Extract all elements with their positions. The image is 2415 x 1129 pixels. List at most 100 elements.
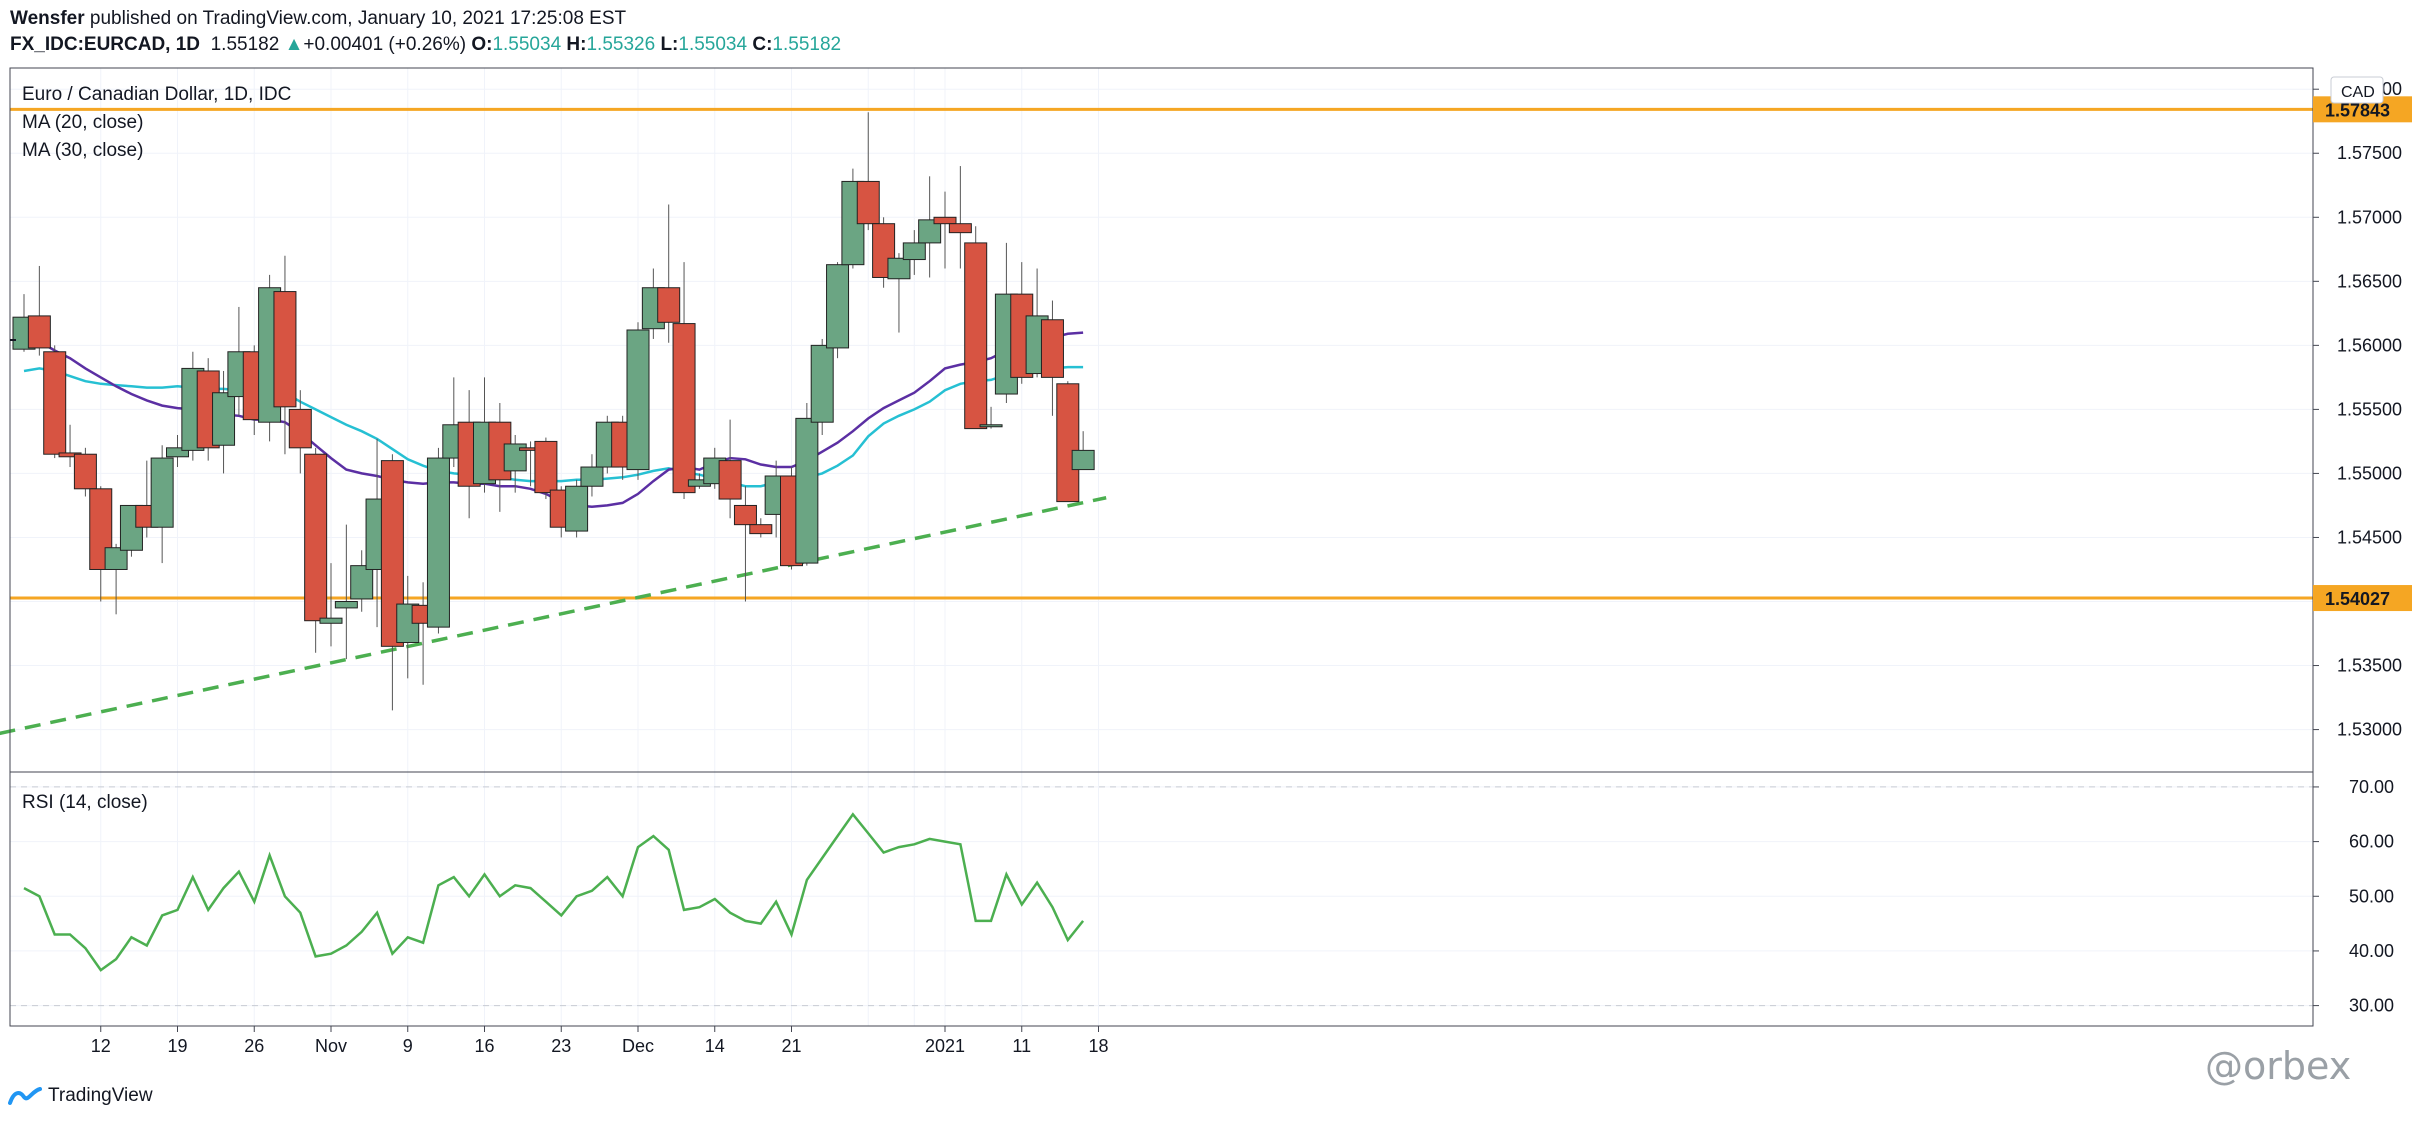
candle-up bbox=[350, 550, 374, 612]
candle-body bbox=[918, 219, 942, 244]
chart-canvas[interactable]: 1.530001.535001.540001.545001.550001.555… bbox=[0, 0, 2415, 1075]
candle-body bbox=[887, 257, 911, 280]
candle-body bbox=[902, 242, 926, 261]
candle-body bbox=[718, 460, 742, 500]
candle-body bbox=[319, 617, 343, 624]
low-label: L: bbox=[660, 34, 679, 55]
price-tick-label: 1.57500 bbox=[2337, 143, 2402, 163]
rsi-tick-label: 50.00 bbox=[2349, 886, 2394, 906]
candles-layer[interactable] bbox=[12, 112, 1095, 711]
trendline-layer[interactable] bbox=[0, 496, 1107, 736]
time-tick-label: 18 bbox=[1088, 1036, 1108, 1056]
candle-down bbox=[288, 390, 312, 474]
candle-body bbox=[304, 453, 328, 622]
last-price: 1.55182 bbox=[210, 34, 280, 55]
open-label: O: bbox=[471, 34, 493, 55]
tradingview-logo-icon bbox=[8, 1087, 42, 1105]
rsi-layer bbox=[23, 812, 1085, 972]
candle-body bbox=[534, 440, 558, 494]
candle-down bbox=[89, 486, 113, 602]
candle-up bbox=[150, 445, 174, 564]
rsi-line bbox=[23, 812, 1085, 972]
candle-up bbox=[902, 230, 926, 275]
candle-up bbox=[426, 447, 450, 634]
candle-down bbox=[933, 191, 957, 269]
candle-body bbox=[626, 329, 650, 471]
candle-up bbox=[319, 563, 343, 647]
candle-body bbox=[733, 504, 757, 526]
candle-down bbox=[1040, 300, 1064, 416]
candle-body bbox=[933, 216, 957, 225]
candle-down bbox=[1056, 381, 1080, 503]
candle-body bbox=[826, 264, 850, 349]
candle-body bbox=[964, 242, 988, 430]
candle-up bbox=[503, 435, 527, 493]
candle-body bbox=[73, 453, 97, 490]
open-value: 1.55034 bbox=[492, 34, 562, 55]
candle-up bbox=[565, 479, 589, 538]
candle-down bbox=[273, 255, 297, 455]
plot-border bbox=[9, 67, 2314, 1027]
candle-down bbox=[718, 419, 742, 519]
candle-body bbox=[334, 601, 358, 609]
chart-title: Euro / Canadian Dollar, 1D, IDC bbox=[22, 84, 291, 105]
high-label: H: bbox=[566, 34, 587, 55]
price-tick-label: 1.54500 bbox=[2337, 527, 2402, 547]
rsi-tick-label: 30.00 bbox=[2349, 996, 2394, 1016]
candle-up bbox=[334, 524, 358, 660]
candle-body bbox=[426, 457, 450, 628]
candle-down bbox=[749, 518, 773, 538]
candle-down bbox=[657, 204, 681, 343]
candle-down bbox=[856, 112, 880, 231]
rsi-title: RSI (14, close) bbox=[22, 792, 148, 813]
footer-brand[interactable]: TradingView bbox=[8, 1085, 153, 1107]
low-value: 1.55034 bbox=[678, 34, 748, 55]
time-tick-label: 9 bbox=[403, 1036, 413, 1056]
candle-up bbox=[166, 435, 189, 468]
candle-body bbox=[166, 447, 189, 458]
candle-body bbox=[288, 408, 312, 449]
change-arrow-icon: ▲ bbox=[284, 34, 304, 55]
time-tick-label: Dec bbox=[622, 1036, 654, 1056]
chart-labels: 1.530001.535001.540001.545001.550001.555… bbox=[10, 76, 2412, 1056]
candle-body bbox=[1040, 319, 1064, 378]
candle-body bbox=[1056, 383, 1080, 503]
candle-up bbox=[626, 322, 650, 480]
candle-down bbox=[380, 454, 404, 711]
rsi-tick-label: 60.00 bbox=[2349, 832, 2394, 852]
candle-down bbox=[672, 262, 696, 500]
time-tick-label: Nov bbox=[315, 1036, 347, 1056]
currency-label: CAD bbox=[2341, 84, 2375, 101]
publish-info: published on TradingView.com, January 10… bbox=[89, 8, 627, 29]
candle-up bbox=[918, 176, 942, 278]
time-tick-label: 19 bbox=[167, 1036, 187, 1056]
candle-down bbox=[73, 447, 97, 497]
indicator-legend: MA (30, close) bbox=[22, 140, 143, 161]
time-tick-label: 12 bbox=[91, 1036, 111, 1056]
candle-body bbox=[856, 180, 880, 225]
candle-body bbox=[749, 524, 773, 535]
candle-down bbox=[304, 447, 328, 653]
time-tick-label: 26 bbox=[244, 1036, 264, 1056]
candle-down bbox=[43, 345, 67, 459]
time-tick-label: 2021 bbox=[925, 1036, 965, 1056]
candle-up bbox=[1071, 431, 1095, 471]
candle-body bbox=[565, 485, 589, 532]
indicator-legend: MA (20, close) bbox=[22, 112, 143, 133]
candle-body bbox=[104, 547, 128, 570]
candle-down bbox=[534, 437, 558, 500]
publish-line: Wensfer published on TradingView.com, Ja… bbox=[10, 6, 841, 32]
time-tick-label: 14 bbox=[705, 1036, 725, 1056]
author-name[interactable]: Wensfer bbox=[10, 8, 85, 29]
level-price-tag bbox=[2313, 585, 2412, 612]
time-tick-label: 21 bbox=[781, 1036, 801, 1056]
candle-up bbox=[810, 338, 834, 436]
candle-body bbox=[350, 565, 374, 600]
symbol-label[interactable]: FX_IDC:EURCAD, 1D bbox=[10, 34, 201, 55]
candle-body bbox=[795, 417, 819, 564]
candle-down bbox=[27, 265, 51, 356]
level-price-label: 1.54027 bbox=[2325, 589, 2390, 609]
candle-body bbox=[672, 323, 696, 494]
close-value: 1.55182 bbox=[772, 34, 842, 55]
horizontal-levels bbox=[10, 107, 2313, 600]
